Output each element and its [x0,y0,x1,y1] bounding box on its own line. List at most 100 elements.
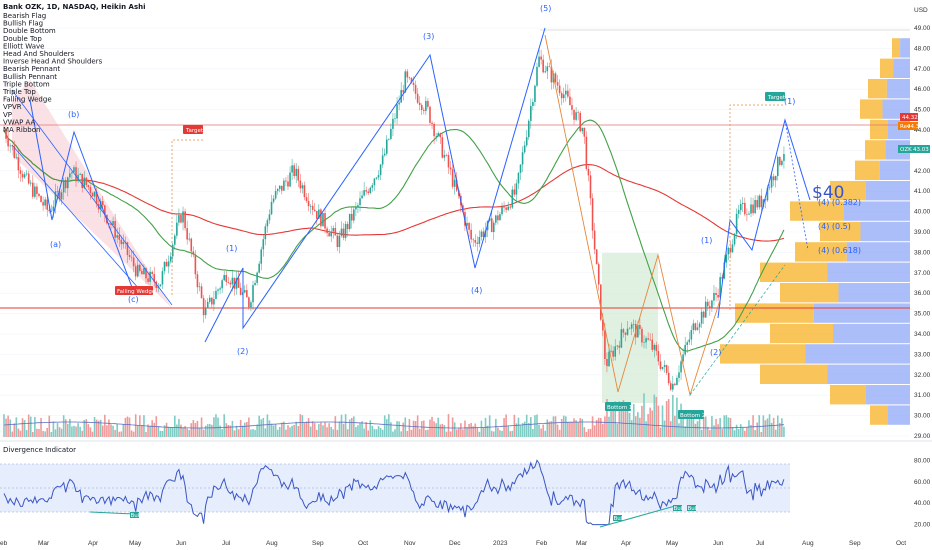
candle-body [412,82,415,85]
volume-bar [25,430,28,437]
volume-bar [690,416,693,437]
volume-bar [643,393,645,437]
candle-body [402,90,405,93]
volume-bar [396,421,398,437]
volume-bar [268,420,271,437]
candle-body [540,56,542,60]
volume-bar [488,415,491,437]
svg-text:Bull: Bull [688,506,699,512]
volume-bar [696,421,699,437]
volume-profile-row [827,364,910,384]
candle-body [48,209,51,212]
candle-body [239,287,242,295]
volume-bar [630,420,633,437]
candle-body [727,247,730,255]
indicator-item: Double Bottom [3,27,56,35]
candle-body [163,261,166,272]
volume-bar [610,403,612,437]
wave-new-1-label: (1) [701,236,712,245]
volume-bar [447,414,450,437]
candle-body [381,155,384,165]
volume-bar [612,406,614,437]
volume-bar [433,421,435,437]
candle-body [85,177,88,186]
wave-2-label: (2) [237,347,248,356]
volume-bar [278,427,281,437]
volume-bar [85,419,88,437]
volume-bar [632,403,635,437]
price-tick-label: 45.00 [914,107,931,114]
candle-body [52,206,55,211]
candle-body [748,213,750,215]
volume-bar [281,422,283,437]
volume-bar [470,422,472,437]
candle-body [626,328,629,335]
volume-bar [591,416,594,437]
svg-text:Bull: Bull [614,516,625,522]
volume-bar [647,413,649,437]
time-tick-label: Jul [222,540,231,547]
candle-body [478,236,481,244]
candle-body [108,223,110,224]
candle-body [361,195,363,199]
time-axis[interactable]: Feb Mar Apr May Jun Jul Aug Sep Oct Nov Dec 2023 Feb… [0,540,906,547]
candle-body [427,100,429,107]
volume-bar [567,422,569,437]
candle-body [316,211,318,219]
volume-bar [688,416,691,437]
volume-bar [746,427,748,437]
candle-body [614,346,616,357]
volume-bar [52,421,55,437]
candle-body [750,204,752,214]
volume-bar [694,423,697,437]
volume-bar [402,422,405,437]
candle-body [285,180,287,182]
volume-bar [735,424,738,437]
candle-body [455,179,458,191]
volume-bar [435,423,437,437]
volume-bar [390,422,392,437]
candle-body [32,182,34,197]
volume-bar [719,417,721,437]
volume-bar [750,425,752,437]
volume-ma-line [3,421,784,429]
indicator-item: Bullish Pennant [3,73,57,81]
volume-bar [69,418,71,437]
candle-body [307,200,310,207]
candle-body [573,109,575,120]
price-axis[interactable]: 49.0048.0047.0046.0045.0044.0043.0042.00… [914,25,931,440]
volume-bar [202,429,205,437]
volume-bar [651,410,654,437]
volume-bar [682,414,684,437]
volume-bar [322,425,324,437]
volume-profile-row [820,221,861,242]
candle-body [414,84,417,94]
volume-bar [425,430,427,437]
falling-wedge-tag: Falling Wedge [115,286,156,295]
candle-body [476,242,479,244]
candle-body [95,191,98,204]
candle-body [764,199,767,201]
candle-body [66,177,69,189]
candle-body [79,173,81,175]
candle-body [630,324,633,329]
candle-body [161,271,164,285]
volume-bar [733,430,736,437]
target-tag-right: Target [765,92,786,101]
candle-body [569,96,571,106]
volume-profile-row [886,79,910,99]
volume-bar [108,419,110,437]
candle-body [396,104,398,119]
volume-bar [639,417,641,437]
candle-body [299,180,302,189]
candle-body [398,102,400,105]
candle-body [225,275,228,283]
candle-body [311,205,314,210]
candle-body [511,189,514,208]
candle-body [565,90,567,95]
volume-profile-row [880,58,894,78]
candle-body [373,178,376,186]
candle-body [672,383,674,390]
